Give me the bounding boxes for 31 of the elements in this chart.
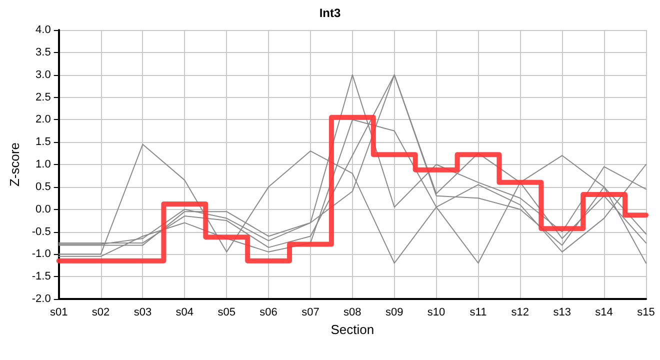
y-tick-label: 2.0 (36, 114, 51, 126)
y-tick-label: 1.0 (36, 158, 51, 170)
x-tick-label: s01 (50, 306, 68, 318)
y-tick-label: 3.5 (36, 46, 51, 58)
y-tick-label: 3.0 (36, 68, 51, 81)
x-tick-label: s02 (92, 306, 110, 318)
y-tick-label: 2.5 (36, 91, 51, 104)
y-tick-label: -2.0 (32, 293, 51, 305)
x-tick-label: s03 (134, 306, 152, 318)
x-tick-label: s13 (553, 306, 571, 318)
x-tick-label: s15 (637, 306, 655, 318)
x-tick-label: s14 (595, 306, 613, 318)
x-tick-label: s10 (427, 306, 446, 318)
x-tick-label: s05 (218, 306, 236, 318)
x-tick-label: s12 (511, 306, 530, 318)
y-tick-label: 1.5 (36, 136, 51, 148)
x-tick-label: s04 (176, 306, 194, 318)
y-tick-label: -1.0 (32, 248, 51, 260)
y-tick-label: 0.5 (36, 180, 51, 193)
x-tick-label: s09 (385, 306, 404, 318)
x-tick-label: s06 (260, 306, 278, 318)
y-tick-label: -1.5 (32, 270, 51, 283)
y-tick-label: 0.0 (36, 203, 51, 216)
chart-title: Int3 (319, 6, 341, 20)
y-tick-label: 4.0 (36, 24, 51, 36)
y-axis-title: Z-score (7, 142, 22, 187)
x-tick-label: s07 (302, 306, 320, 318)
y-tick-label: -0.5 (32, 226, 51, 238)
x-axis-title: Section (330, 322, 374, 337)
x-tick-label: s11 (470, 306, 487, 318)
x-tick-label: s08 (344, 306, 362, 318)
